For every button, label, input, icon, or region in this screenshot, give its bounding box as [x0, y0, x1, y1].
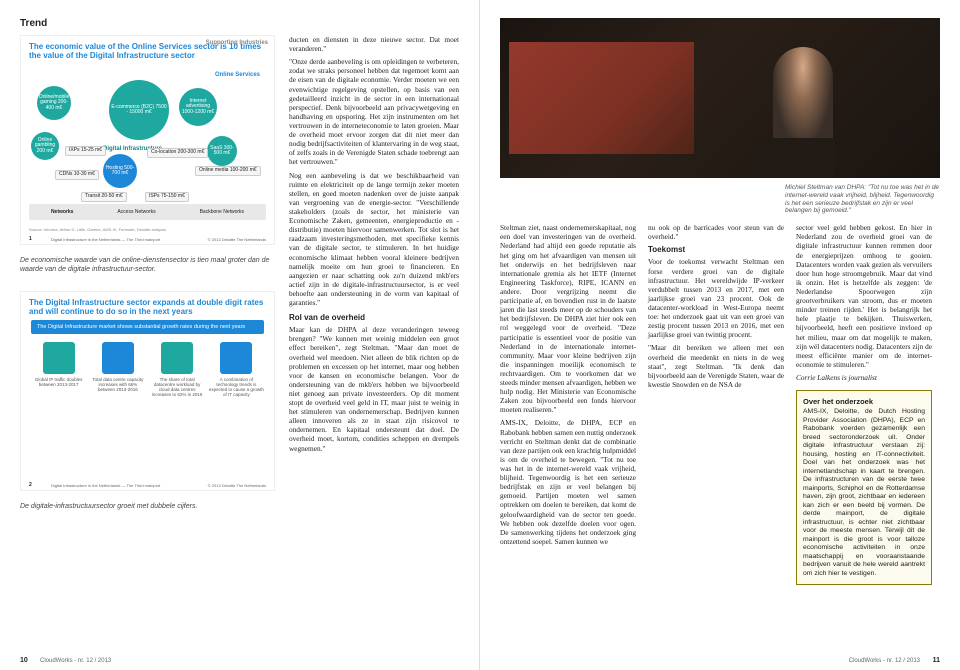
chart2-banner: The Digital Infrastructure market shows … — [31, 320, 264, 335]
chart1-source: Source: Informa, Arthur D. Little, Gartn… — [29, 227, 266, 232]
rc1-p1: Steltman ziet, naast ondernemerskapitaal… — [500, 223, 636, 414]
byline: Corrie Lalkens is journalist — [796, 373, 932, 382]
chart1-footc: Digital Infrastructure in the Netherland… — [51, 237, 160, 242]
rc1-p2: AMS-IX, Deloitte, de DHPA, ECP en Raboba… — [500, 418, 636, 546]
chart2-footc: Digital Infrastructure in the Netherland… — [51, 483, 160, 488]
photo-podium — [755, 138, 835, 178]
photo-caption: Michiel Steltman van DHPA: "Tot nu toe w… — [785, 184, 940, 223]
bubble-ecommerce: E-commerce (B2C) 7500 - 15000 m€ — [109, 80, 169, 140]
growth-icon-capacity — [102, 342, 134, 374]
chart2-num: 2 — [29, 482, 32, 488]
bubble-gaming: Online/mobile gaming 200-400 m€ — [37, 86, 71, 120]
p-c1-3: Nog een aanbeveling is dat we beschikbaa… — [289, 171, 459, 308]
growth-grid: Global IP traffic doubles between 2013-2… — [31, 342, 264, 437]
growth-cell-1: Total data centre capacity increases wit… — [90, 342, 145, 437]
rc2-p3: "Maar dit bereiken we alleen met een ove… — [648, 343, 784, 389]
di-cdn: CDNs 10-30 m€ — [55, 170, 99, 180]
di-isp: ISPs 75-150 m€ — [145, 192, 189, 202]
net-right: Backbone Networks — [200, 209, 244, 215]
sidebar-onderzoek: Over het onderzoek AMS-IX, Deloitte, de … — [796, 390, 932, 585]
issue-right: CloudWorks - nr. 12 / 2013 — [849, 658, 920, 664]
p-c1-4: Maar kan de DHPA al deze veranderingen t… — [289, 325, 459, 453]
growth-cell-3: A combination of technology trends is ex… — [209, 342, 264, 437]
rcol-1: Steltman ziet, naast ondernemerskapitaal… — [500, 223, 636, 585]
growth-text-2: The share of total datacentre workload b… — [150, 378, 205, 398]
infographic-growth: The Digital Infrastructure sector expand… — [20, 291, 275, 491]
rcol-2: nu ook op de barricades voor steun van d… — [648, 223, 784, 585]
subhead-rol: Rol van de overheid — [289, 313, 459, 323]
chart1-footr: © 2013 Deloitte The Netherlands — [208, 237, 266, 242]
issue-left: CloudWorks - nr. 12 / 2013 — [40, 658, 111, 664]
growth-icon-trends — [220, 342, 252, 374]
growth-cell-2: The share of total datacentre workload b… — [150, 342, 205, 437]
bubble-saas: SaaS 300-500 m€ — [207, 136, 237, 166]
infographic-econ-value: The economic value of the Online Service… — [20, 35, 275, 245]
caption2: De digitale-infrastructuursector groeit … — [20, 503, 275, 512]
di-coloc: Co-location 200-300 m€ — [147, 148, 208, 158]
di-hosting: Hosting 500-700 m€ — [103, 154, 137, 188]
p-c1-2: "Onze derde aanbeveling is om opleidinge… — [289, 57, 459, 166]
rc3-p1: sector veel geld hebben gekost. En hier … — [796, 223, 932, 369]
net-label: Networks — [51, 209, 74, 215]
rc2-p1: nu ook op de barricades voor steun van d… — [648, 223, 784, 241]
si-label: Supporting Industries — [206, 40, 268, 46]
growth-text-3: A combination of technology trends is ex… — [209, 378, 264, 398]
sidebar-body: AMS-IX, Deloitte, de Dutch Hosting Provi… — [803, 408, 925, 578]
di-ixp: IXPs 15-25 m€ — [65, 146, 106, 156]
growth-icon-cloud — [161, 342, 193, 374]
rc2-p2: Voor de toekomst verwacht Steltman een f… — [648, 257, 784, 339]
os-label: Online Services — [215, 72, 260, 78]
di-transit: Transit 20-50 m€ — [81, 192, 127, 202]
rcol-3: sector veel geld hebben gekost. En hier … — [796, 223, 932, 585]
caption1: De economische waarde van de online-dien… — [20, 257, 275, 275]
growth-cell-0: Global IP traffic doubles between 2013-2… — [31, 342, 86, 437]
sidebar-title: Over het onderzoek — [803, 397, 925, 406]
chart2-footr: © 2013 Deloitte The Netherlands — [208, 483, 266, 488]
bubble-gambling: Online gambling 200 m€ — [31, 132, 59, 160]
growth-text-1: Total data centre capacity increases wit… — [90, 378, 145, 393]
bubble-advertising: Internet advertising 1000-1200 m€ — [179, 88, 217, 126]
pagenum-left: 10 — [20, 657, 28, 664]
growth-icon-traffic — [43, 342, 75, 374]
subhead-toekomst: Toekomst — [648, 245, 784, 255]
chart2-title: The Digital Infrastructure sector expand… — [29, 298, 266, 316]
di-media: Online media 100-200 m€ — [195, 166, 261, 176]
right-columns: Steltman ziet, naast ondernemerskapitaal… — [500, 223, 940, 585]
net-left: Access Networks — [117, 209, 155, 215]
photo-screen — [509, 42, 694, 154]
growth-text-0: Global IP traffic doubles between 2013-2… — [31, 378, 86, 388]
body-col-left: ducten en diensten in deze nieuwe sector… — [289, 35, 459, 635]
chart1-num: 1 — [29, 236, 32, 242]
pagenum-right: 11 — [933, 657, 940, 664]
charts-column: The economic value of the Online Service… — [20, 35, 275, 635]
section-header: Trend — [20, 18, 459, 29]
networks-bar: Networks Access Networks Backbone Networ… — [29, 204, 266, 220]
photo-steltman — [500, 18, 940, 178]
photo-speaker — [773, 47, 833, 147]
p-c1-1: ducten en diensten in deze nieuwe sector… — [289, 35, 459, 53]
